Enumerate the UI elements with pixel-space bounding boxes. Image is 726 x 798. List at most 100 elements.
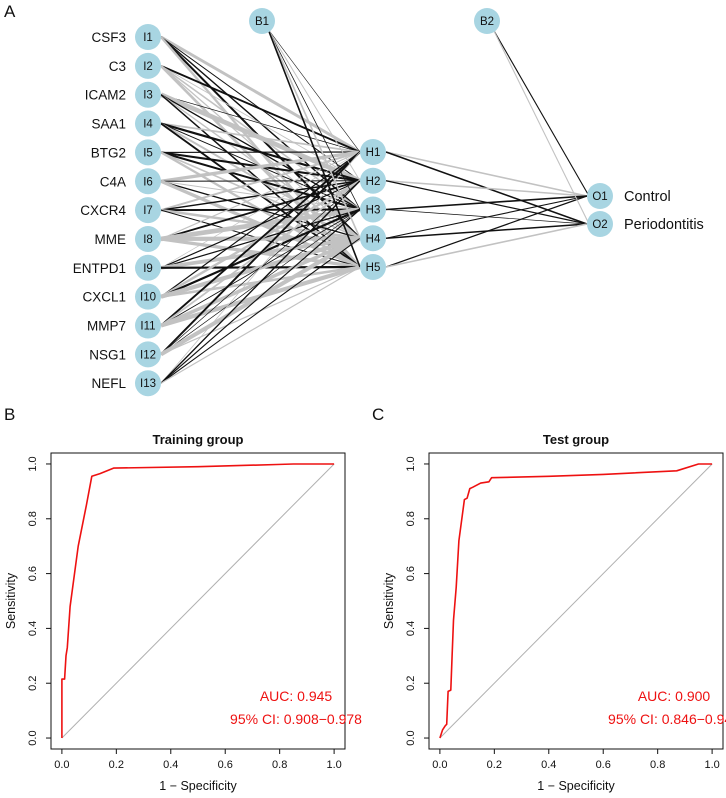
output-node-1-text: O1 xyxy=(592,191,607,203)
panel-a-label: A xyxy=(4,2,16,21)
output-node-2-text: O2 xyxy=(592,219,607,231)
bias-node-1-text: B1 xyxy=(255,16,269,28)
panel-b-roc-training: B Training group 0.0 0.2 0.4 0.6 0.8 1.0 0.0 0.2… xyxy=(4,405,362,793)
edge-h3-o1 xyxy=(385,195,588,211)
input-gene-label: MMP7 xyxy=(87,319,126,334)
input-gene-label: CSF3 xyxy=(91,30,126,45)
reference-diagonal xyxy=(439,463,713,739)
edge-h4-o1 xyxy=(385,195,588,239)
panel-c-roc-test: C Test group 0.0 0.2 0.4 0.6 0.8 1.0 0.0 0.2 0.4 0… xyxy=(372,405,726,793)
edge-i4-h1 xyxy=(160,122,361,153)
input-gene-label: C4A xyxy=(100,174,126,189)
output-class-label: Control xyxy=(624,189,671,205)
input-gene-label: C3 xyxy=(109,59,126,74)
x-tick-label: 0.2 xyxy=(109,759,124,771)
x-tick-label: 0.8 xyxy=(272,759,287,771)
edge-i10-h1 xyxy=(160,151,361,298)
x-tick-label: 0.6 xyxy=(218,759,233,771)
chart-title: Test group xyxy=(543,432,609,447)
input-node-8-text: I8 xyxy=(143,234,153,246)
y-tick-label: 1.0 xyxy=(27,456,39,471)
input-node-1 xyxy=(135,24,161,50)
edge-i12-h1 xyxy=(160,151,361,356)
y-axis-title: Sensitivity xyxy=(382,572,396,629)
input-node-12-text: I12 xyxy=(140,349,156,361)
input-node-12 xyxy=(135,341,161,368)
edge-h2-o1 xyxy=(385,179,588,197)
ci-label: 95% CI: 0.846−0.946 xyxy=(608,711,726,727)
edge-b1-h1 xyxy=(267,28,361,153)
input-node-5 xyxy=(135,139,161,166)
input-node-4 xyxy=(135,110,161,137)
roc-curve xyxy=(439,463,713,739)
x-axis-title: 1 − Specificity xyxy=(159,779,237,793)
input-node-2 xyxy=(135,52,161,79)
y-tick-label: 0.2 xyxy=(405,676,417,691)
edge-h5-o1 xyxy=(385,195,588,268)
input-node-7-text: I7 xyxy=(143,205,153,217)
x-tick-label: 1.0 xyxy=(704,759,719,771)
x-tick-label: 0.6 xyxy=(596,759,611,771)
edge-i13-h1 xyxy=(160,151,361,384)
hidden-node-2 xyxy=(360,167,386,194)
output-node-2 xyxy=(587,211,613,237)
hidden-node-5-text: H5 xyxy=(366,262,381,274)
input-node-4-text: I4 xyxy=(143,119,153,131)
output-class-label: Periodontitis xyxy=(624,217,704,233)
hidden-node-2-text: H2 xyxy=(366,176,381,188)
x-tick-label: 0.2 xyxy=(487,759,502,771)
input-gene-label: NEFL xyxy=(91,376,126,391)
input-gene-label: ENTPD1 xyxy=(73,261,126,276)
edge-i2-h1 xyxy=(160,65,361,153)
edge-b1-h3 xyxy=(267,28,361,210)
panel-c-label: C xyxy=(372,405,384,424)
edge-b2-o2 xyxy=(492,28,590,225)
y-tick-label: 0.6 xyxy=(27,566,39,581)
hidden-node-4-text: H4 xyxy=(366,233,381,245)
input-node-6-text: I6 xyxy=(143,176,153,188)
input-node-10 xyxy=(135,283,161,310)
edge-h5-o2 xyxy=(385,223,588,268)
network-edges xyxy=(159,28,590,384)
input-node-13-text: I13 xyxy=(140,378,156,390)
y-tick-label: 0.4 xyxy=(405,621,417,636)
input-gene-label: CXCL1 xyxy=(82,290,126,305)
edge-i3-h1 xyxy=(160,94,361,153)
edge-h1-o1 xyxy=(385,151,588,197)
auc-label: AUC: 0.945 xyxy=(260,688,333,704)
y-tick-label: 0.8 xyxy=(405,511,417,526)
edge-i13-h5 xyxy=(160,266,361,384)
bias-node-1 xyxy=(249,8,275,34)
input-node-7 xyxy=(135,197,161,224)
edge-i8-h1 xyxy=(160,151,361,240)
x-axis-title: 1 − Specificity xyxy=(537,779,615,793)
input-node-3-text: I3 xyxy=(143,90,153,102)
edge-b1-h5 xyxy=(267,28,361,268)
input-node-11-text: I11 xyxy=(140,321,155,333)
network-nodes: I1 CSF3 I2 C3 I3 ICAM2 I4 SAA1 I5 BTG2 I6 C4A I7 CXCR… xyxy=(73,8,704,397)
auc-label: AUC: 0.900 xyxy=(638,688,711,704)
plot-frame xyxy=(50,452,346,750)
edge-i13-h4 xyxy=(160,237,361,384)
y-tick-label: 0.0 xyxy=(27,730,39,745)
input-node-9-text: I9 xyxy=(143,263,153,275)
y-tick-label: 0.6 xyxy=(405,566,417,581)
edge-i6-h1 xyxy=(160,150,361,183)
hidden-node-3 xyxy=(360,196,386,223)
hidden-node-5 xyxy=(360,254,386,280)
hidden-node-1 xyxy=(360,139,386,165)
hidden-node-3-text: H3 xyxy=(366,205,381,217)
edge-i9-h1 xyxy=(160,151,361,269)
y-tick-label: 0.4 xyxy=(27,621,39,636)
x-tick-label: 1.0 xyxy=(326,759,341,771)
input-gene-label: SAA1 xyxy=(91,117,126,132)
input-gene-label: BTG2 xyxy=(91,145,126,160)
edge-b2-o1 xyxy=(492,28,590,197)
plot-frame xyxy=(428,452,724,750)
input-node-2-text: I2 xyxy=(143,61,153,73)
input-gene-label: MME xyxy=(95,232,127,247)
input-node-8 xyxy=(135,225,161,252)
input-node-3 xyxy=(135,81,161,108)
y-tick-label: 0.8 xyxy=(27,511,39,526)
y-tick-label: 1.0 xyxy=(405,456,417,471)
